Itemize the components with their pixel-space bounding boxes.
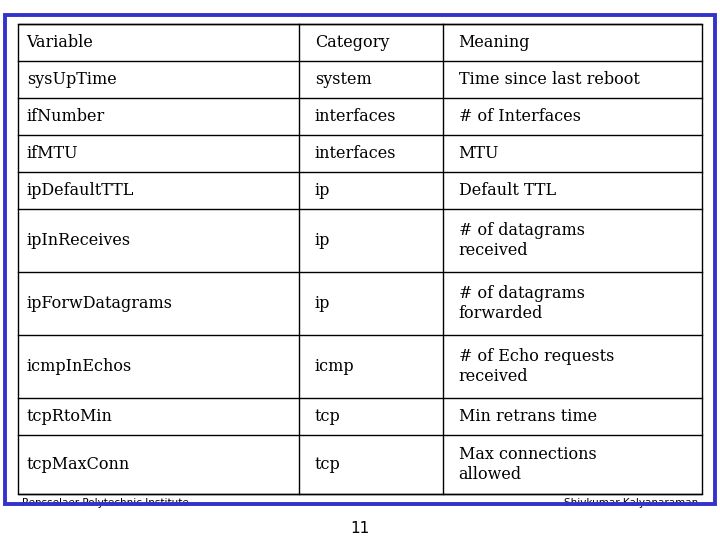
Text: # of Echo requests
received: # of Echo requests received [459, 348, 614, 385]
Text: 11: 11 [351, 521, 369, 536]
Text: # of Interfaces: # of Interfaces [459, 109, 580, 125]
Text: Time since last reboot: Time since last reboot [459, 71, 639, 88]
Text: ip: ip [315, 232, 330, 249]
Text: Meaning: Meaning [459, 35, 530, 51]
Text: tcp: tcp [315, 408, 341, 425]
Text: icmp: icmp [315, 358, 354, 375]
Text: tcp: tcp [315, 456, 341, 473]
Text: Rensselaer Polytechnic Institute: Rensselaer Polytechnic Institute [22, 498, 189, 509]
Text: sysUpTime: sysUpTime [27, 71, 117, 88]
Text: Category: Category [315, 35, 389, 51]
Bar [18, 24, 702, 494]
Text: Min retrans time: Min retrans time [459, 408, 597, 425]
Text: ipInReceives: ipInReceives [27, 232, 131, 249]
Text: Variable: Variable [27, 35, 94, 51]
Text: interfaces: interfaces [315, 109, 396, 125]
Text: ip: ip [315, 183, 330, 199]
Text: # of datagrams
received: # of datagrams received [459, 222, 585, 259]
Text: interfaces: interfaces [315, 145, 396, 163]
Text: ipForwDatagrams: ipForwDatagrams [27, 295, 173, 312]
Text: ifMTU: ifMTU [27, 145, 78, 163]
Text: ipDefaultTTL: ipDefaultTTL [27, 183, 134, 199]
Text: Default TTL: Default TTL [459, 183, 556, 199]
Text: tcpMaxConn: tcpMaxConn [27, 456, 130, 473]
Text: Max connections
allowed: Max connections allowed [459, 446, 596, 483]
Text: Shivkumar Kalyanaraman: Shivkumar Kalyanaraman [564, 498, 698, 509]
Text: tcpRtoMin: tcpRtoMin [27, 408, 112, 425]
Text: ifNumber: ifNumber [27, 109, 105, 125]
Text: system: system [315, 71, 372, 88]
Text: MTU: MTU [459, 145, 499, 163]
Text: # of datagrams
forwarded: # of datagrams forwarded [459, 285, 585, 322]
Text: ip: ip [315, 295, 330, 312]
Text: icmpInEchos: icmpInEchos [27, 358, 132, 375]
